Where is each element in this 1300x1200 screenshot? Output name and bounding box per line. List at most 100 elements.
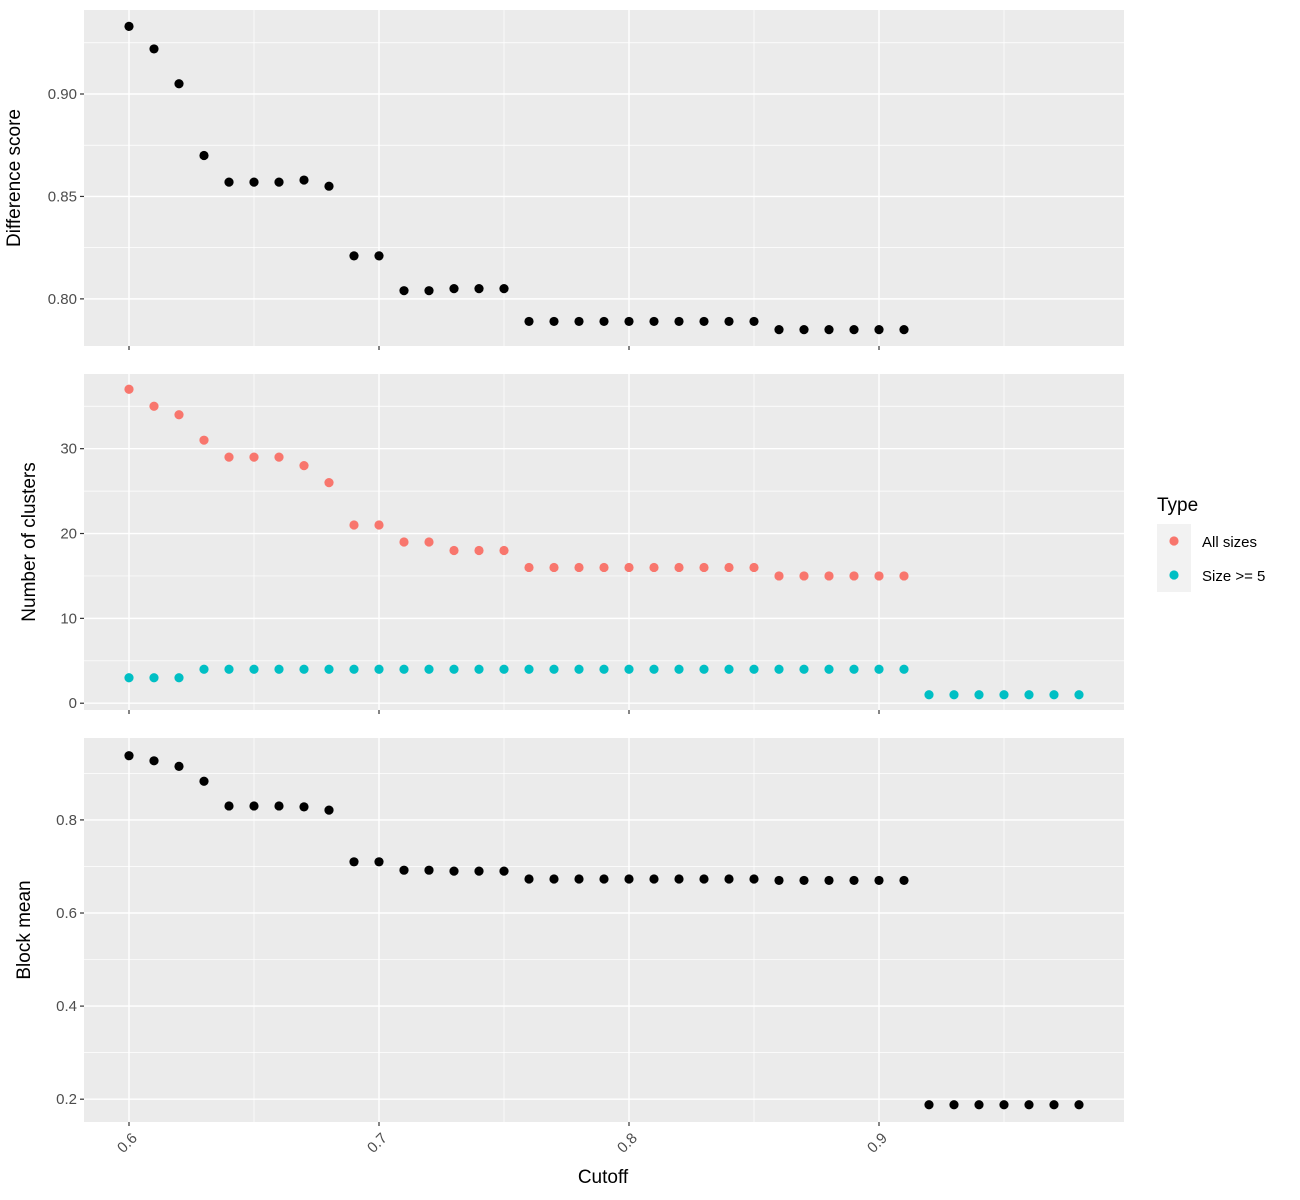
data-point [324,181,334,191]
x-tick-label: 0.9 [864,1130,891,1157]
data-point [1074,1100,1084,1110]
data-point [399,286,409,296]
data-point [749,316,759,327]
data-point [924,1100,934,1110]
data-point [749,664,759,674]
y-tick-label: 0.8 [56,812,77,829]
data-point [549,316,559,327]
panel-difference: 0.80 0.85 0.90 Difference score [4,10,1124,350]
legend-label: Size >= 5 [1202,568,1265,585]
data-point [149,756,159,766]
data-point [324,664,334,674]
y-tick-label: 0.2 [56,1091,77,1108]
data-point [149,44,159,54]
data-point [549,562,559,573]
panel-blockmean: 0.2 0.4 0.6 0.8 Block mean [14,738,1124,1126]
data-point [849,571,859,581]
data-point [324,805,334,815]
data-point [299,802,309,812]
data-point [124,673,134,683]
data-point [899,571,909,581]
series-difference-0 [124,21,909,335]
series-blockmean-0 [124,751,1084,1110]
data-point [1024,1100,1034,1110]
y-tick-label: 0.80 [48,291,77,308]
data-point [974,1100,984,1110]
data-point [674,874,684,884]
data-point [924,690,934,700]
y-tick-label: 0.4 [56,998,77,1015]
data-point [224,801,234,811]
data-point [774,571,784,581]
data-point [749,562,759,573]
data-point [649,316,659,327]
data-point [874,664,884,674]
data-point [849,664,859,674]
data-point [274,452,284,462]
data-point [399,537,409,547]
y-tick-label: 30 [60,441,77,458]
y-tick-label: 0.6 [56,905,77,922]
data-point [399,664,409,674]
data-point [174,761,184,771]
legend-key-dot [1169,570,1179,580]
data-point [574,664,584,674]
data-point [874,571,884,581]
panel-clusters: 0 10 20 30 Number of clusters [19,374,1124,714]
data-point [349,664,359,674]
y-tick-label: 0.90 [48,86,77,103]
data-point [299,664,309,674]
data-point [799,664,809,674]
data-point [874,875,884,886]
data-point [624,316,634,327]
data-point [424,664,434,674]
data-point [124,751,134,761]
legend-label: All sizes [1202,534,1257,551]
data-point [124,384,134,394]
data-point [174,410,184,420]
data-point [824,875,834,886]
data-point [574,874,584,884]
data-point [774,664,784,674]
data-point [524,664,534,674]
data-point [249,664,259,674]
data-point [599,562,609,573]
data-point [949,690,959,700]
data-point [249,177,259,187]
data-point [849,875,859,886]
data-point [599,874,609,884]
data-point [474,866,484,876]
data-point [749,874,759,884]
data-point [224,664,234,674]
data-point [124,21,134,31]
data-point [899,325,909,335]
data-point [549,874,559,884]
data-point [599,316,609,327]
data-point [774,325,784,335]
data-point [674,562,684,573]
x-tick-label: 0.8 [614,1130,641,1157]
data-point [424,537,434,547]
data-point [199,150,209,161]
data-point [699,562,709,573]
y-tick-label: 20 [60,526,77,543]
legend: Type All sizes Size >= 5 [1157,495,1265,592]
data-point [274,177,284,187]
y-tick-label: 0 [69,695,77,712]
data-point [324,478,334,488]
data-point [1049,1100,1059,1110]
data-point [199,664,209,674]
series-clusters-0 [124,384,909,581]
y-tick-label: 10 [60,610,77,627]
data-point [824,664,834,674]
data-point [999,1100,1009,1110]
data-point [724,664,734,674]
data-point [374,520,384,530]
data-point [524,874,534,884]
data-point [774,875,784,886]
data-point [224,177,234,187]
data-point [1049,690,1059,700]
data-point [399,865,409,875]
data-point [674,664,684,674]
data-point [299,461,309,471]
